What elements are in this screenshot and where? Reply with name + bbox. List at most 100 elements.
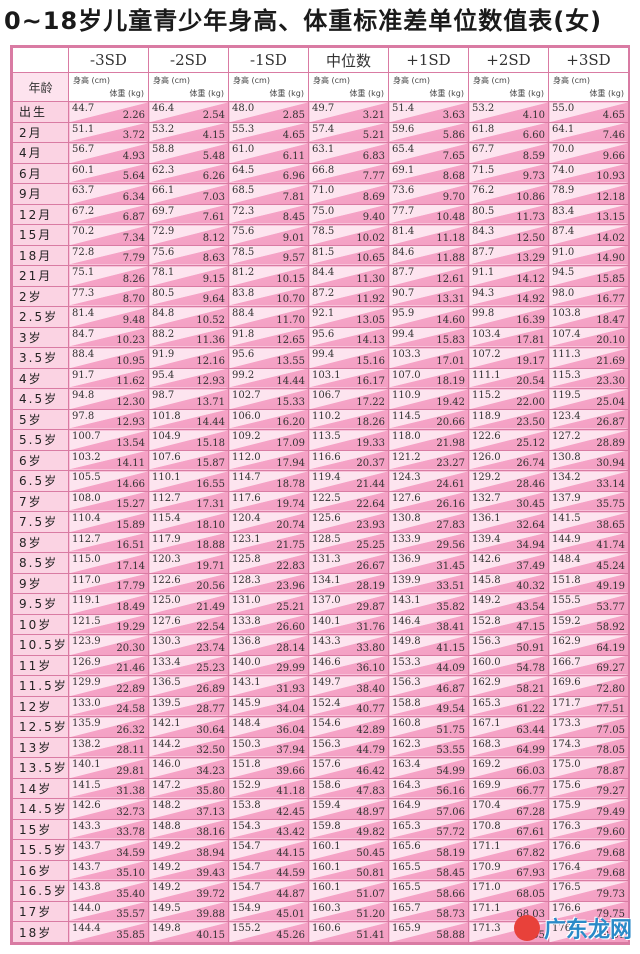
weight-value: 53.55 bbox=[436, 745, 465, 756]
value-cell: 65.4 7.65 bbox=[388, 142, 469, 164]
height-value: 84.4 bbox=[312, 267, 335, 278]
value-cell: 142.6 32.73 bbox=[68, 798, 149, 820]
value-cell: 160.1 51.07 bbox=[308, 880, 389, 902]
weight-value: 28.19 bbox=[356, 581, 385, 592]
weight-value: 45.26 bbox=[276, 930, 305, 941]
value-cell: 71.0 8.69 bbox=[308, 183, 389, 205]
height-value: 106.0 bbox=[232, 410, 261, 422]
weight-value: 20.74 bbox=[276, 519, 305, 531]
weight-value: 40.77 bbox=[356, 704, 385, 715]
value-cell: 139.4 34.94 bbox=[468, 531, 549, 553]
value-cell: 143.7 35.10 bbox=[68, 859, 149, 881]
age-cell: 8.5岁 bbox=[12, 552, 69, 574]
weight-value: 48.97 bbox=[356, 806, 385, 818]
weight-value: 72.80 bbox=[596, 683, 625, 695]
height-value: 87.7 bbox=[392, 267, 415, 278]
height-value: 129.9 bbox=[72, 677, 101, 688]
age-cell: 13.5岁 bbox=[12, 757, 69, 779]
height-value: 171.1 bbox=[472, 841, 501, 852]
table-row: 10.5岁 123.9 20.30 130.3 23.74 136.8 28.14 143.3… bbox=[12, 634, 629, 656]
weight-value: 18.47 bbox=[596, 314, 625, 326]
weight-value: 39.72 bbox=[196, 888, 225, 900]
weight-value: 39.43 bbox=[196, 868, 225, 879]
weight-value: 5.48 bbox=[202, 150, 225, 162]
height-value: 123.9 bbox=[72, 636, 101, 647]
weight-value: 41.74 bbox=[596, 540, 625, 551]
age-cell: 15月 bbox=[12, 224, 69, 246]
height-value: 159.8 bbox=[312, 820, 341, 832]
value-cell: 131.3 26.67 bbox=[308, 552, 389, 574]
weight-value: 67.93 bbox=[516, 868, 545, 879]
value-cell: 103.8 18.47 bbox=[548, 306, 629, 328]
table-row: 出生 44.7 2.26 46.4 2.54 48.0 2.85 49.7 3.21 51.4 3.… bbox=[12, 101, 629, 123]
height-value: 103.2 bbox=[72, 451, 101, 463]
height-value: 156.3 bbox=[392, 677, 421, 688]
height-value: 103.3 bbox=[392, 349, 421, 360]
height-value: 71.0 bbox=[312, 185, 335, 196]
age-cell: 11.5岁 bbox=[12, 675, 69, 697]
value-cell: 144.2 32.50 bbox=[148, 736, 229, 758]
weight-value: 10.93 bbox=[596, 171, 625, 182]
weight-value: 8.68 bbox=[442, 171, 465, 182]
value-cell: 173.3 77.05 bbox=[548, 716, 629, 738]
value-cell: 105.5 14.66 bbox=[68, 470, 149, 492]
height-value: 107.0 bbox=[392, 369, 421, 381]
height-value: 152.9 bbox=[232, 779, 261, 791]
age-cell: 16岁 bbox=[12, 859, 69, 881]
height-value: 176.5 bbox=[552, 882, 581, 893]
height-value: 75.0 bbox=[312, 205, 335, 217]
value-cell: 78.5 9.57 bbox=[228, 244, 309, 266]
value-cell: 112.7 16.51 bbox=[68, 531, 149, 553]
weight-value: 58.73 bbox=[436, 909, 465, 920]
value-cell: 136.9 31.45 bbox=[388, 552, 469, 574]
value-cell: 148.2 37.13 bbox=[148, 798, 229, 820]
weight-value: 50.81 bbox=[356, 868, 385, 879]
height-value: 176.6 bbox=[552, 902, 581, 914]
column-header: +1SD bbox=[388, 47, 469, 73]
weight-value: 10.70 bbox=[276, 294, 305, 305]
weight-value: 38.65 bbox=[596, 519, 625, 531]
weight-value: 18.19 bbox=[436, 376, 465, 387]
weight-value: 15.16 bbox=[356, 355, 385, 367]
value-cell: 49.7 3.21 bbox=[308, 101, 389, 123]
height-value: 165.9 bbox=[392, 923, 421, 934]
age-cell: 6.5岁 bbox=[12, 470, 69, 492]
value-cell: 69.7 7.61 bbox=[148, 203, 229, 225]
value-cell: 146.4 38.41 bbox=[388, 613, 469, 635]
height-value: 118.9 bbox=[472, 410, 501, 422]
value-cell: 175.6 79.27 bbox=[548, 777, 629, 799]
weight-value: 10.52 bbox=[196, 314, 225, 326]
weight-value: 17.14 bbox=[116, 560, 145, 572]
weight-value: 12.93 bbox=[116, 417, 145, 428]
height-value: 164.3 bbox=[392, 779, 421, 791]
height-value: 160.1 bbox=[312, 861, 341, 873]
weight-value: 13.15 bbox=[596, 212, 625, 223]
height-value: 170.4 bbox=[472, 800, 501, 811]
height-value: 112.7 bbox=[152, 492, 181, 504]
height-value: 113.5 bbox=[312, 431, 341, 442]
value-cell: 144.4 35.85 bbox=[68, 921, 149, 943]
value-cell: 126.0 26.74 bbox=[468, 449, 549, 471]
height-value: 76.2 bbox=[472, 185, 495, 196]
weight-value: 9.70 bbox=[442, 191, 465, 203]
value-cell: 81.2 10.15 bbox=[228, 265, 309, 287]
weight-value: 46.87 bbox=[436, 683, 465, 695]
value-cell: 66.8 7.77 bbox=[308, 162, 389, 184]
value-cell: 144.0 35.57 bbox=[68, 900, 149, 922]
value-cell: 159.4 48.97 bbox=[308, 798, 389, 820]
height-value: 130.3 bbox=[152, 636, 181, 647]
height-value: 51.1 bbox=[72, 123, 95, 135]
weight-value: 23.27 bbox=[436, 458, 465, 469]
page-title: 0~18岁儿童青少年身高、体重标准差单位数值表(女) bbox=[4, 7, 603, 35]
table-row: 11岁 126.9 21.46 133.4 25.23 140.0 29.99 146.6 36… bbox=[12, 654, 629, 676]
age-cell: 6岁 bbox=[12, 449, 69, 471]
value-cell: 153.8 42.45 bbox=[228, 798, 309, 820]
age-cell: 7.5岁 bbox=[12, 511, 69, 533]
weight-value: 29.81 bbox=[116, 765, 145, 777]
weight-value: 12.30 bbox=[116, 396, 145, 408]
height-value: 87.7 bbox=[472, 246, 495, 258]
value-cell: 176.3 79.60 bbox=[548, 818, 629, 840]
weight-value: 35.85 bbox=[116, 930, 145, 941]
value-cell: 108.0 15.27 bbox=[68, 490, 149, 512]
weight-value: 19.29 bbox=[116, 622, 145, 633]
